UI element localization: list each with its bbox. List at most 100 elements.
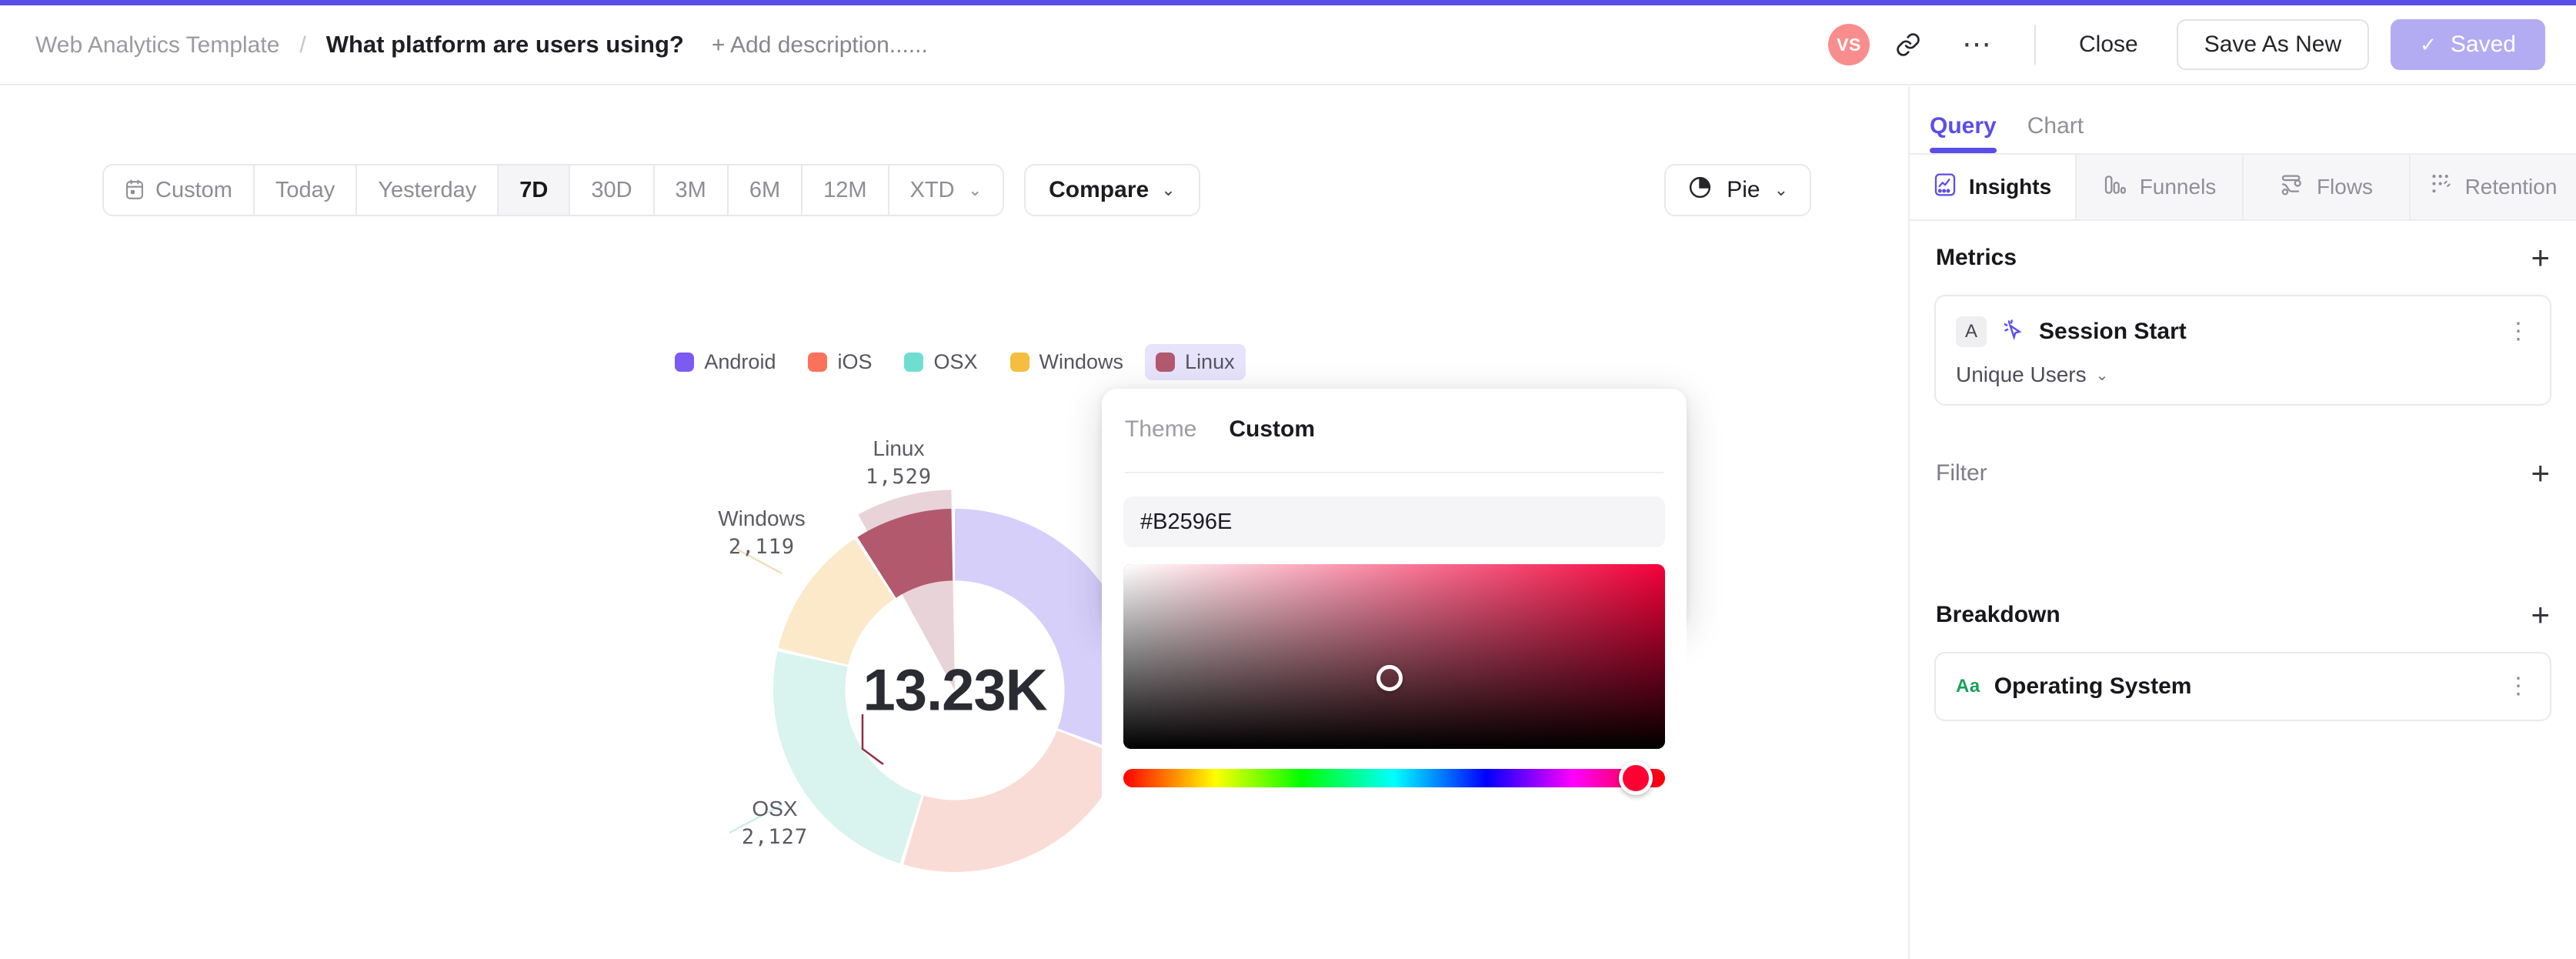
page-title[interactable]: What platform are users using? xyxy=(325,31,684,58)
donut-label-osx-name: OSX xyxy=(752,797,798,820)
breakdown-kebab-icon[interactable]: ⋮ xyxy=(2507,673,2530,699)
add-metric-button[interactable]: + xyxy=(2531,239,2550,276)
top-accent-bar xyxy=(0,0,2576,5)
tab-chart[interactable]: Chart xyxy=(2027,113,2084,139)
donut-label-linux: Linux 1,529 xyxy=(822,435,976,491)
date-range-custom[interactable]: Custom xyxy=(104,165,255,215)
metric-name: Session Start xyxy=(2039,319,2187,344)
avatar[interactable]: VS xyxy=(1828,24,1870,65)
metrics-section-header: Metrics + xyxy=(1910,221,2576,295)
filter-title: Filter xyxy=(1936,460,1987,486)
donut-chart-svg[interactable] xyxy=(609,364,1301,959)
breakdown-section-header: Breakdown + xyxy=(1910,578,2576,652)
donut-slice-windows xyxy=(778,539,895,665)
legend-item-linux[interactable]: Linux xyxy=(1145,344,1246,380)
header-actions: VS ⋯ Close Save As New ✓ Saved xyxy=(1828,19,2576,70)
legend-item-windows[interactable]: Windows xyxy=(999,344,1135,380)
tab-query[interactable]: Query xyxy=(1930,113,1997,153)
breakdown-name: Operating System xyxy=(1994,673,2192,699)
date-range-xtd[interactable]: XTD ⌄ xyxy=(889,165,1003,215)
add-description-button[interactable]: + Add description...... xyxy=(711,32,928,58)
filter-section-header: Filter + xyxy=(1910,436,2576,510)
tab-insights[interactable]: Insights xyxy=(1910,155,2077,219)
funnels-icon xyxy=(2103,173,2127,202)
ellipsis-icon[interactable]: ⋯ xyxy=(1962,28,1993,61)
legend-item-osx[interactable]: OSX xyxy=(893,344,988,380)
hue-slider-handle[interactable] xyxy=(1619,761,1653,795)
donut-label-osx: OSX 2,127 xyxy=(702,795,848,851)
legend-swatch-ios xyxy=(808,353,828,372)
click-event-icon xyxy=(2000,318,2025,346)
color-picker-tab-theme[interactable]: Theme xyxy=(1125,416,1197,442)
donut-slice-android xyxy=(955,509,1136,754)
metric-card[interactable]: A Session Start ⋮ Unique Users ⌄ xyxy=(1934,295,2551,406)
calendar-icon xyxy=(125,179,145,201)
donut-slice-osx xyxy=(773,651,922,864)
add-breakdown-button[interactable]: + xyxy=(2531,596,2550,633)
tab-flows[interactable]: Flows xyxy=(2244,155,2411,219)
metric-kebab-icon[interactable]: ⋮ xyxy=(2507,318,2530,344)
save-as-new-button[interactable]: Save As New xyxy=(2176,19,2370,70)
color-picker-divider xyxy=(1125,472,1663,473)
breakdown-card[interactable]: Aa Operating System ⋮ xyxy=(1934,652,2551,721)
legend-item-android[interactable]: Android xyxy=(664,344,786,380)
metrics-title: Metrics xyxy=(1936,245,2017,270)
tab-funnels[interactable]: Funnels xyxy=(2077,155,2244,219)
header-divider xyxy=(2034,25,2036,65)
retention-icon xyxy=(2430,173,2453,202)
flows-icon xyxy=(2280,173,2304,202)
date-range-custom-label: Custom xyxy=(155,177,232,202)
hex-color-input[interactable]: #B2596E xyxy=(1123,496,1665,547)
visualization-type-select[interactable]: Pie ⌄ xyxy=(1664,164,1811,216)
app-header: Web Analytics Template / What platform a… xyxy=(0,5,2576,85)
hue-slider[interactable] xyxy=(1123,769,1665,787)
date-range-12m[interactable]: 12M xyxy=(802,165,889,215)
metric-letter-badge: A xyxy=(1956,316,1987,347)
breadcrumb-root[interactable]: Web Analytics Template xyxy=(35,32,280,58)
date-range-yesterday[interactable]: Yesterday xyxy=(357,165,499,215)
legend-label: Android xyxy=(704,350,776,373)
date-range-segmented-control: Custom Today Yesterday 7D 30D 3M 6M 12M … xyxy=(102,164,1005,216)
date-range-3m[interactable]: 3M xyxy=(654,165,729,215)
donut-label-windows: Windows 2,119 xyxy=(677,505,846,561)
chevron-down-icon: ⌄ xyxy=(968,181,983,199)
sidebar-mode-tabs: Insights Funnels xyxy=(1910,155,2576,221)
link-icon[interactable] xyxy=(1884,20,1933,69)
date-range-30d[interactable]: 30D xyxy=(570,165,655,215)
chevron-down-icon: ⌄ xyxy=(1161,180,1176,199)
chevron-down-icon: ⌄ xyxy=(1774,180,1788,199)
add-filter-button[interactable]: + xyxy=(2531,455,2550,492)
date-range-6m[interactable]: 6M xyxy=(728,165,803,215)
saved-button-label: Saved xyxy=(2450,32,2516,57)
breakdown-card-row: Aa Operating System ⋮ xyxy=(1956,673,2530,700)
donut-chart: 13.23K Linux 1,529 Windows 2,119 OSX 2,1… xyxy=(0,364,1910,959)
donut-label-linux-name: Linux xyxy=(873,436,925,460)
tab-insights-label: Insights xyxy=(1968,175,2052,199)
leader-line-linux xyxy=(861,714,884,766)
saturation-value-area[interactable] xyxy=(1123,564,1665,749)
sv-black-layer xyxy=(1123,564,1665,749)
color-picker-tab-custom[interactable]: Custom xyxy=(1229,416,1316,442)
tab-funnels-label: Funnels xyxy=(2139,175,2217,199)
color-picker-popover[interactable]: Theme Custom #B2596E xyxy=(1102,389,1687,935)
metric-aggregation-select[interactable]: Unique Users ⌄ xyxy=(1956,363,2530,387)
donut-label-linux-value: 1,529 xyxy=(865,464,933,489)
date-range-7d[interactable]: 7D xyxy=(499,165,571,215)
date-range-today[interactable]: Today xyxy=(254,165,358,215)
metric-aggregation-label: Unique Users xyxy=(1956,363,2087,386)
compare-button[interactable]: Compare ⌄ xyxy=(1024,164,1200,216)
visualization-type-label: Pie xyxy=(1727,177,1760,202)
donut-label-windows-value: 2,119 xyxy=(728,534,796,559)
close-button[interactable]: Close xyxy=(2079,32,2138,57)
legend-item-ios[interactable]: iOS xyxy=(797,344,883,380)
breadcrumb-separator: / xyxy=(299,32,306,58)
legend-swatch-android xyxy=(675,353,695,372)
donut-slice-ios xyxy=(903,730,1124,872)
saved-button[interactable]: ✓ Saved xyxy=(2391,19,2545,70)
saturation-value-handle[interactable] xyxy=(1376,665,1403,691)
breakdown-title: Breakdown xyxy=(1936,602,2060,627)
tab-retention[interactable]: Retention xyxy=(2411,155,2576,219)
check-icon: ✓ xyxy=(2420,32,2437,56)
spacer xyxy=(1910,510,2576,578)
